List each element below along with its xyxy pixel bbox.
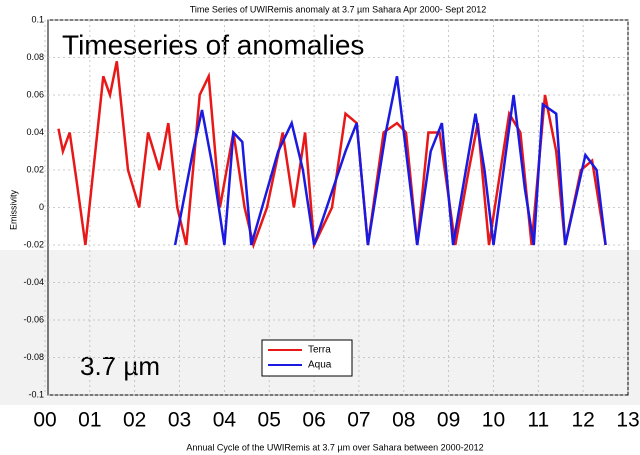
y-tick-label: 0 bbox=[39, 202, 44, 212]
x-tick-label: 10 bbox=[482, 409, 505, 432]
series-line bbox=[57, 61, 607, 250]
y-tick-label: -0.04 bbox=[23, 277, 44, 287]
x-tick-label: 05 bbox=[258, 409, 281, 432]
y-tick-label: 0.1 bbox=[31, 14, 44, 24]
y-tick-label: -0.08 bbox=[23, 352, 44, 362]
series-line bbox=[173, 76, 607, 246]
y-tick-label: 0.04 bbox=[26, 127, 44, 137]
x-tick-label: 13 bbox=[616, 409, 639, 432]
x-tick-label: 04 bbox=[213, 409, 237, 432]
x-tick-label: 09 bbox=[437, 409, 460, 432]
legend-label: Terra bbox=[308, 345, 331, 356]
x-tick-label: 03 bbox=[168, 409, 191, 432]
caption: Annual Cycle of the UWIRemis at 3.7 µm o… bbox=[186, 442, 483, 452]
overlay-wavelength: 3.7 µm bbox=[80, 351, 160, 381]
x-tick-label: 01 bbox=[78, 409, 101, 432]
x-tick-label: 06 bbox=[302, 409, 325, 432]
legend-label: Aqua bbox=[308, 360, 332, 371]
y-axis-label: Emissivity bbox=[8, 190, 18, 230]
distorted-band bbox=[0, 250, 640, 405]
y-tick-label: 0.08 bbox=[26, 52, 44, 62]
x-tick-label: 12 bbox=[571, 409, 594, 432]
legend-box bbox=[261, 339, 353, 377]
y-tick-label: 0.02 bbox=[26, 164, 44, 174]
y-tick-label: -0.02 bbox=[23, 239, 44, 249]
y-tick-label: 0.06 bbox=[26, 89, 44, 99]
x-tick-label: 02 bbox=[123, 409, 146, 432]
y-tick-label: -0.1 bbox=[28, 389, 44, 399]
x-tick-label: 07 bbox=[347, 409, 370, 432]
chart-title: Time Series of UWIRemis anomaly at 3.7 µ… bbox=[190, 4, 487, 14]
x-tick-label: 11 bbox=[527, 409, 549, 432]
x-tick-label: 00 bbox=[33, 409, 56, 432]
x-tick-label: 08 bbox=[392, 409, 415, 432]
y-tick-label: -0.06 bbox=[23, 314, 44, 324]
overlay-title: Timeseries of anomalies bbox=[62, 29, 364, 60]
